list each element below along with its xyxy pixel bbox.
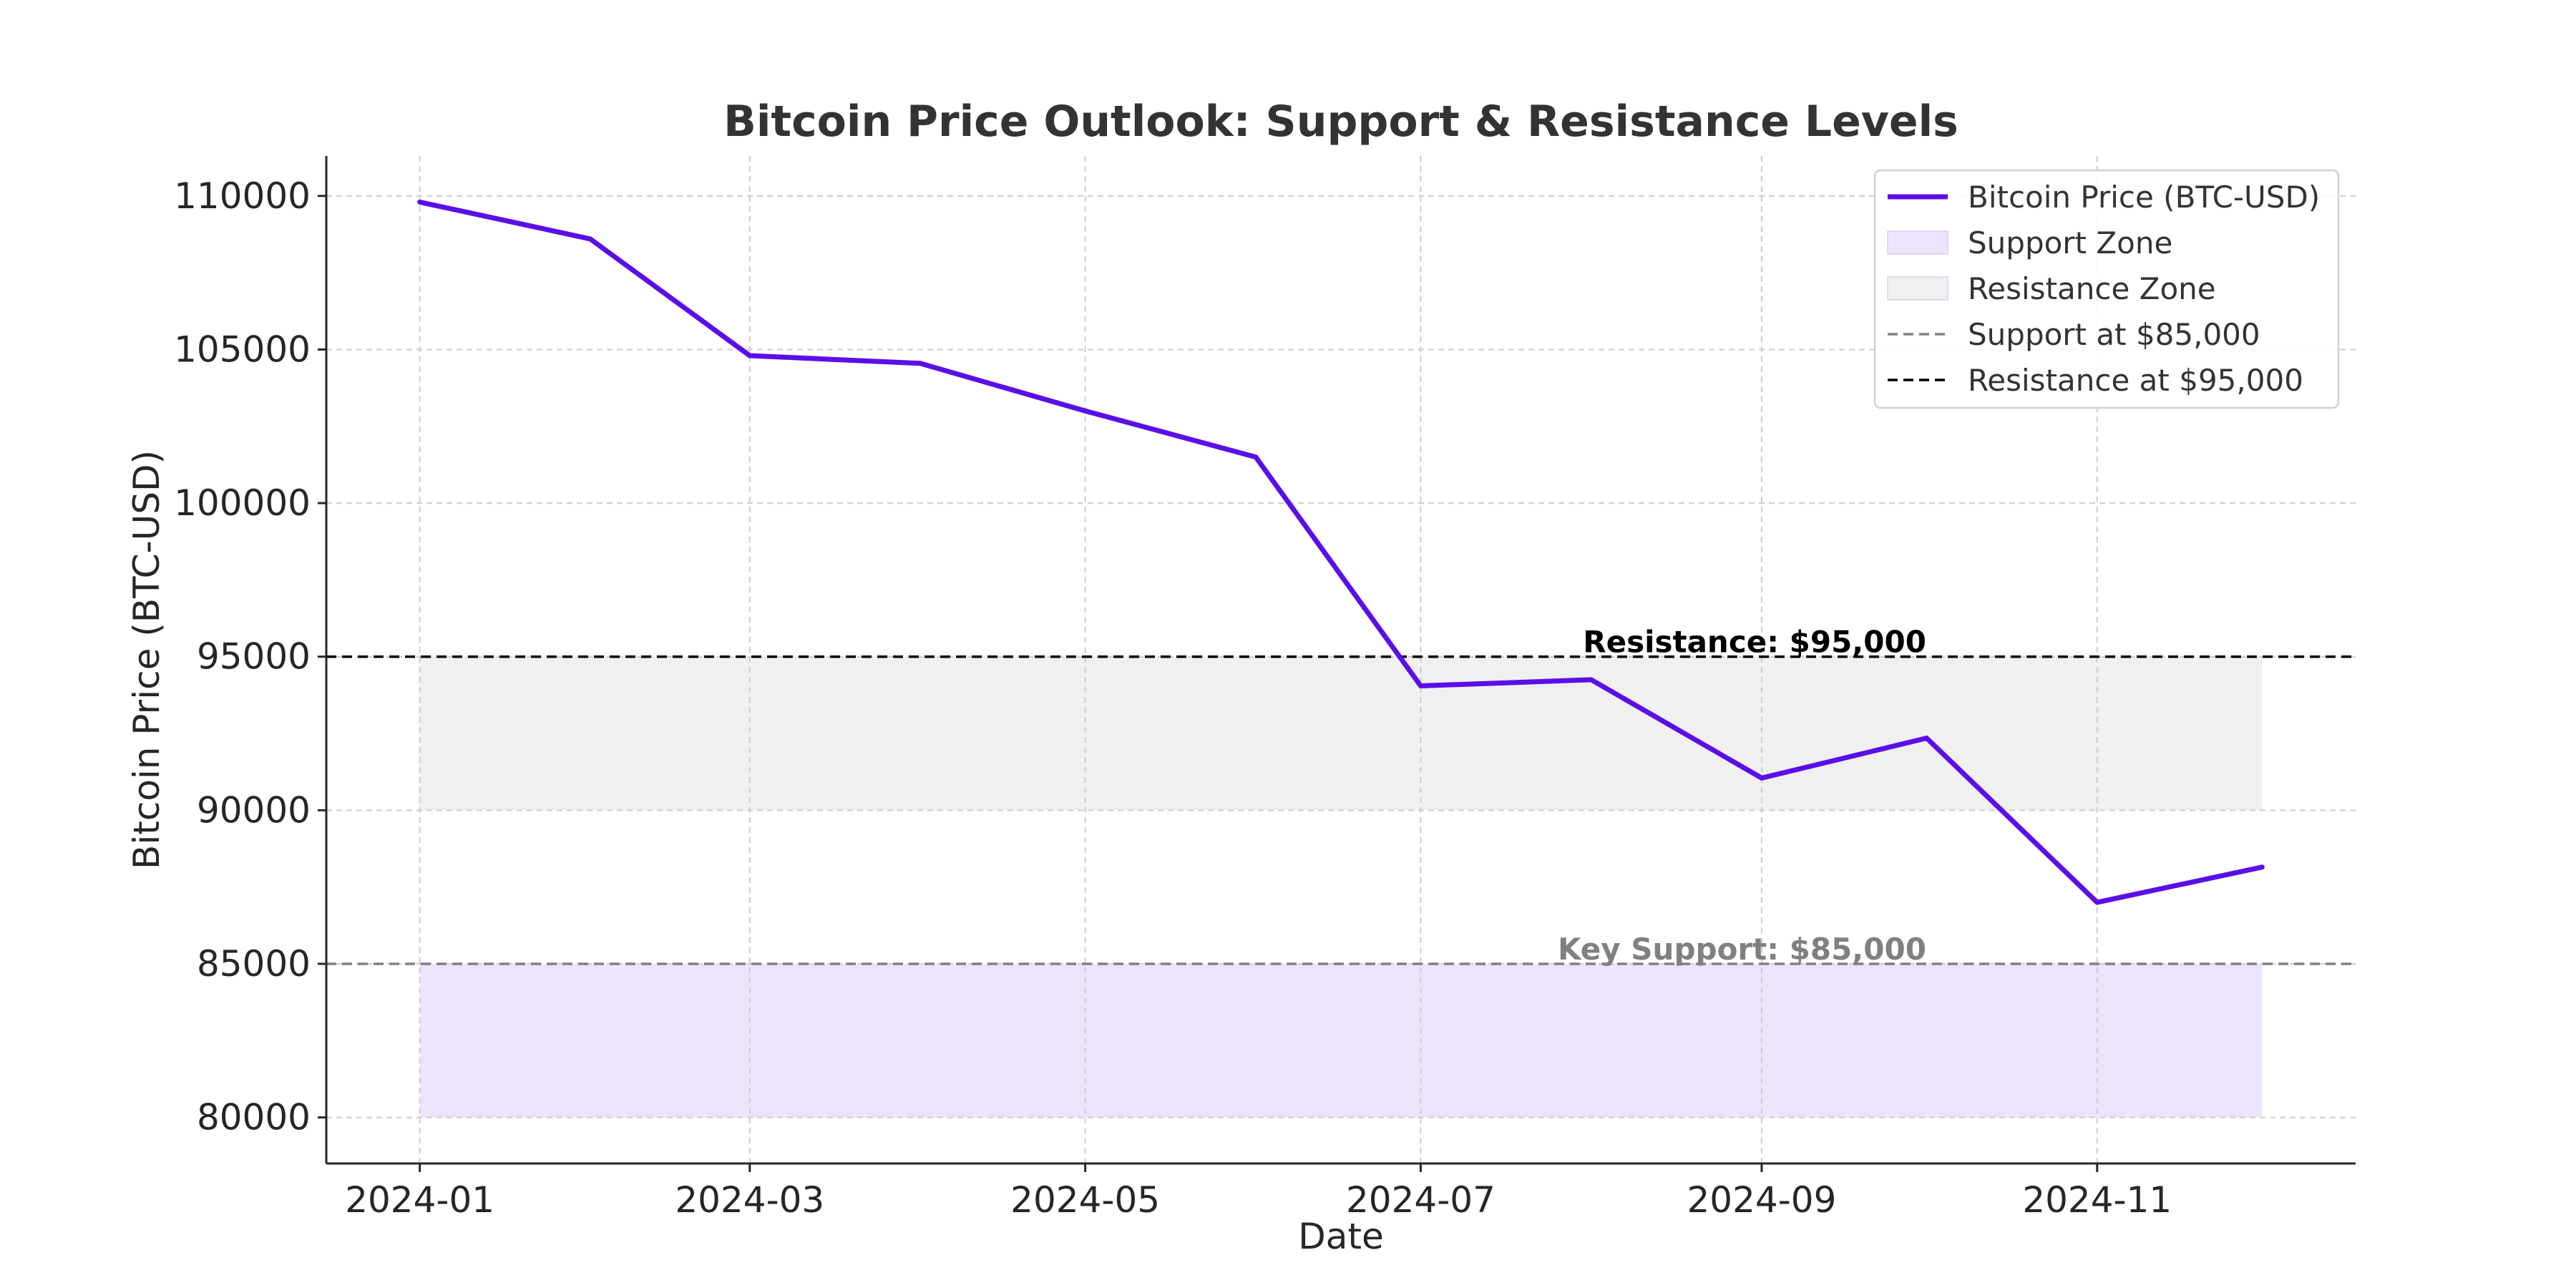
x-tick-label: 2024-09 xyxy=(1687,1179,1836,1221)
legend-swatch xyxy=(1887,230,1948,255)
price-series-line xyxy=(417,199,2265,905)
x-tick-label: 2024-07 xyxy=(1346,1179,1496,1221)
y-tick-label: 80000 xyxy=(197,1097,311,1138)
legend-label: Resistance Zone xyxy=(1968,271,2216,306)
x-tick-label: 2024-01 xyxy=(345,1179,494,1221)
x-axis-title: Date xyxy=(1298,1216,1384,1257)
y-tick-label: 110000 xyxy=(174,175,311,217)
chart-title: Bitcoin Price Outlook: Support & Resista… xyxy=(723,97,1958,147)
annotation-label: Key Support: $85,000 xyxy=(1558,932,1926,967)
resistance-zone-area xyxy=(419,656,2263,811)
legend-label: Support at $85,000 xyxy=(1968,317,2260,352)
x-tick-label: 2024-11 xyxy=(2022,1179,2172,1221)
x-tick-label: 2024-05 xyxy=(1010,1179,1160,1221)
y-tick-label: 100000 xyxy=(174,482,311,524)
legend-swatch xyxy=(1887,276,1948,301)
legend-label: Support Zone xyxy=(1968,225,2172,260)
legend-label: Bitcoin Price (BTC-USD) xyxy=(1968,180,2320,215)
annotation-label: Resistance: $95,000 xyxy=(1583,625,1926,660)
y-tick-label: 95000 xyxy=(197,636,311,678)
legend-box xyxy=(1873,169,2340,409)
y-tick-label: 105000 xyxy=(174,328,311,370)
y-axis-title: Bitcoin Price (BTC-USD) xyxy=(126,450,167,869)
y-tick-label: 90000 xyxy=(197,789,311,831)
legend-label: Resistance at $95,000 xyxy=(1968,363,2303,398)
support-zone-area xyxy=(419,963,2263,1118)
y-tick-label: 85000 xyxy=(197,943,311,985)
x-tick-label: 2024-03 xyxy=(675,1179,824,1221)
